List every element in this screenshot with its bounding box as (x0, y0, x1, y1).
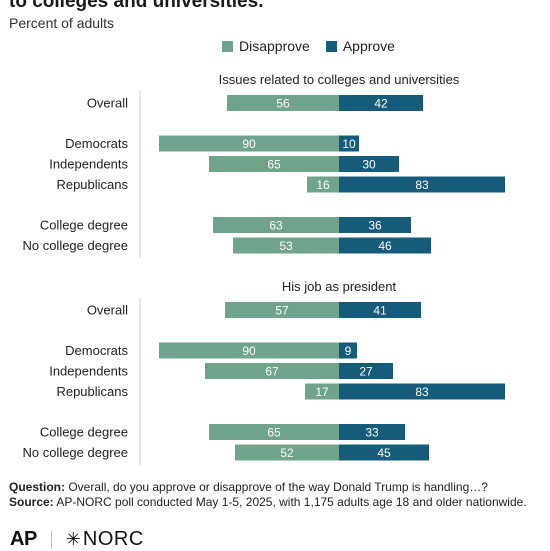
panel-heading: His job as president (282, 279, 397, 294)
legend-item-disapprove: Disapprove (222, 38, 310, 54)
chart-subtitle: Percent of adults (9, 15, 115, 31)
bar-approve (339, 156, 399, 172)
bar-label-disapprove: 56 (276, 97, 290, 111)
bar-label-approve: 36 (368, 219, 382, 233)
bar-label-disapprove: 52 (280, 446, 294, 460)
question-text: Overall, do you approve or disapprove of… (68, 480, 488, 494)
bar-label-approve: 27 (359, 365, 373, 379)
legend-item-approve: Approve (325, 38, 395, 54)
legend-label-disapprove: Disapprove (239, 38, 310, 54)
question-label: Question: (9, 480, 65, 494)
bar-label-disapprove: 53 (279, 239, 293, 253)
norc-star-icon: ✳ (65, 529, 81, 549)
row-label: No college degree (22, 238, 128, 253)
bar-label-disapprove: 17 (315, 385, 329, 399)
bar-disapprove (235, 444, 339, 461)
legend-swatch-approve (325, 40, 337, 52)
bar-label-disapprove: 57 (275, 304, 289, 318)
bar-label-approve: 83 (415, 385, 429, 399)
row-label: Democrats (65, 343, 128, 358)
row-label: College degree (40, 218, 128, 233)
bar-label-approve: 83 (415, 178, 429, 192)
bar-label-disapprove: 67 (265, 365, 279, 379)
bar-label-disapprove: 90 (242, 137, 256, 151)
bar-disapprove (209, 424, 339, 440)
row-label: Independents (49, 157, 128, 172)
bar-approve (339, 424, 405, 440)
bar-label-disapprove: 16 (316, 178, 330, 192)
bar-disapprove (233, 237, 339, 254)
bar-label-approve: 10 (342, 137, 356, 151)
bar-approve (339, 363, 393, 379)
bar-approve (339, 176, 505, 193)
bar-label-approve: 30 (362, 158, 376, 172)
bar-label-disapprove: 65 (267, 426, 281, 440)
bar-approve (339, 444, 429, 461)
bar-label-disapprove: 65 (267, 158, 281, 172)
bar-disapprove (209, 156, 339, 172)
chart-footer: Question: Overall, do you approve or dis… (9, 480, 545, 510)
row-label: Overall (87, 96, 128, 111)
bar-disapprove (227, 95, 339, 111)
source-text: AP-NORC poll conducted May 1-5, 2025, wi… (56, 495, 527, 509)
bar-disapprove (305, 383, 339, 400)
bar-approve (339, 342, 357, 359)
logo-divider (50, 530, 52, 549)
row-label: Independents (49, 364, 128, 379)
row-label: Republicans (56, 177, 128, 192)
bar-disapprove (307, 176, 339, 193)
chart-title: to colleges and universities. (9, 0, 264, 12)
row-label: Republicans (56, 384, 128, 399)
row-label: Democrats (65, 136, 128, 151)
bar-approve (339, 302, 421, 318)
bar-label-approve: 42 (374, 97, 388, 111)
bar-approve (339, 237, 431, 254)
bar-label-approve: 45 (377, 446, 391, 460)
source-label: Source: (9, 495, 54, 509)
bar-label-approve: 41 (373, 304, 387, 318)
ap-logo: AP (10, 528, 37, 550)
bar-disapprove (205, 363, 339, 379)
source-note: Source: AP-NORC poll conducted May 1-5, … (9, 495, 545, 510)
row-label: Overall (87, 303, 128, 318)
bar-label-approve: 33 (365, 426, 379, 440)
bar-disapprove (159, 135, 339, 152)
legend-swatch-disapprove (222, 40, 233, 52)
bar-label-approve: 46 (378, 239, 392, 253)
legend: Disapprove Approve (222, 38, 395, 54)
bar-disapprove (225, 302, 339, 318)
bar-label-disapprove: 90 (242, 344, 256, 358)
question-note: Question: Overall, do you approve or dis… (9, 480, 545, 495)
diverging-bar-chart: Issues related to colleges and universit… (22, 72, 505, 465)
bar-approve (339, 383, 505, 400)
legend-label-approve: Approve (342, 38, 395, 54)
bar-approve (339, 95, 423, 111)
logos: AP ✳ NORC (10, 528, 144, 551)
bar-label-approve: 9 (345, 344, 352, 358)
bar-approve (339, 217, 411, 233)
bar-label-disapprove: 63 (269, 219, 283, 233)
row-label: College degree (40, 425, 128, 440)
bar-disapprove (159, 342, 339, 359)
bar-disapprove (213, 217, 339, 233)
norc-logo: NORC (82, 528, 144, 550)
bar-approve (339, 135, 359, 152)
row-label: No college degree (22, 445, 128, 460)
panel-heading: Issues related to colleges and universit… (219, 72, 460, 87)
